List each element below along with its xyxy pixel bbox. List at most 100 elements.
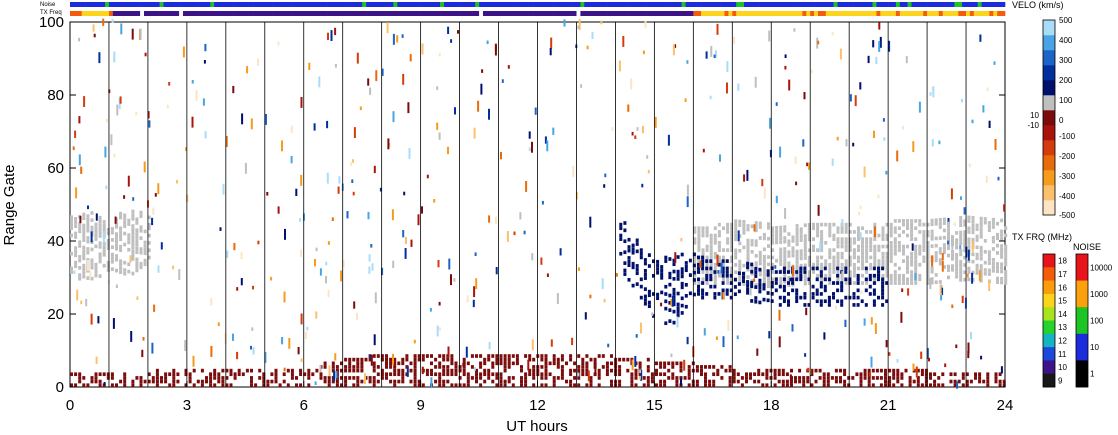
- scatter-cell: [742, 245, 746, 250]
- scatter-cell: [908, 376, 912, 380]
- noise-strip-cell: [724, 2, 729, 7]
- scatter-cell: [438, 365, 442, 369]
- scatter-cell: [528, 131, 531, 139]
- scatter-cell: [333, 370, 336, 382]
- txfreq-strip-cell: [307, 11, 312, 16]
- scatter-cell: [753, 224, 756, 232]
- scatter-cell: [746, 283, 750, 288]
- scatter-cell: [823, 284, 827, 289]
- scatter-cell: [135, 376, 139, 380]
- txfreq-strip-cell: [432, 11, 437, 16]
- scatter-cell: [647, 304, 651, 309]
- scatter-cell: [938, 258, 942, 262]
- scatter-cell: [437, 260, 440, 268]
- scatter-cell: [777, 372, 781, 377]
- scatter-cell: [971, 241, 974, 253]
- scatter-cell: [204, 43, 207, 52]
- scatter-cell: [323, 376, 327, 380]
- scatter-cell: [996, 265, 999, 270]
- noise-strip-cell: [210, 2, 215, 7]
- scatter-cell: [758, 261, 762, 266]
- scatter-cell: [910, 255, 914, 260]
- scatter-cell: [996, 269, 999, 274]
- scatter-cell: [147, 379, 151, 384]
- txfreq-strip-cell: [627, 11, 632, 16]
- scatter-cell: [102, 242, 106, 246]
- scatter-cell: [646, 365, 650, 369]
- scatter-cell: [135, 232, 139, 236]
- scatter-cell: [139, 210, 143, 215]
- scatter-cell: [693, 230, 697, 234]
- scatter-cell: [757, 368, 761, 373]
- scatter-cell: [828, 273, 832, 278]
- scatter-cell: [413, 354, 417, 358]
- scatter-cell: [644, 21, 647, 29]
- scatter-cell: [861, 281, 864, 285]
- scatter-cell: [585, 383, 589, 388]
- scatter-cell: [672, 320, 676, 325]
- x-tick-label: 9: [416, 397, 424, 414]
- scatter-cell: [405, 354, 409, 358]
- scatter-cell: [720, 262, 723, 274]
- noise-strip-cell: [502, 2, 507, 7]
- scatter-cell: [881, 255, 885, 260]
- txfreq-strip-cell: [962, 11, 967, 16]
- scatter-cell: [221, 376, 225, 380]
- scatter-cell: [844, 270, 848, 274]
- scatter-cell: [781, 368, 785, 373]
- scatter-cell: [155, 383, 159, 388]
- scatter-cell: [975, 234, 979, 239]
- scatter-cell: [499, 357, 503, 362]
- velocity-color-swatch: [1043, 35, 1055, 51]
- scatter-cell: [584, 312, 587, 320]
- scatter-cell: [779, 236, 783, 241]
- velocity-colorbar-swatches: 500400300200100100-10-100-200-300-400-50…: [1027, 16, 1075, 220]
- noise-strip-cell: [237, 2, 242, 7]
- scatter-cell: [779, 146, 782, 158]
- scatter-cell: [840, 226, 844, 231]
- scatter-cell: [996, 251, 999, 255]
- scatter-cell: [851, 376, 855, 380]
- scatter-cell: [610, 368, 613, 373]
- scatter-cell: [240, 278, 243, 286]
- scatter-cell: [732, 379, 736, 384]
- scatter-cell: [143, 240, 147, 245]
- scatter-cell: [385, 357, 388, 362]
- scatter-cell: [581, 368, 585, 373]
- scatter-cell: [642, 125, 644, 134]
- scatter-cell: [839, 368, 842, 373]
- scatter-cell: [634, 383, 638, 388]
- scatter-cell: [933, 379, 937, 384]
- scatter-cell: [979, 245, 983, 250]
- txfreq-strip-cell: [284, 11, 289, 16]
- scatter-cell: [971, 223, 975, 227]
- scatter-cell: [824, 262, 828, 267]
- scatter-cell: [726, 237, 730, 241]
- noise-strip-cell: [105, 2, 110, 7]
- scatter-cell: [110, 383, 114, 388]
- scatter-cell: [585, 365, 589, 369]
- scatter-cell: [623, 239, 627, 244]
- scatter-cell: [971, 252, 975, 257]
- scatter-cell: [663, 365, 667, 369]
- txfreq-strip-cell: [740, 11, 745, 16]
- scatter-cell: [290, 125, 293, 133]
- scatter-cell: [762, 236, 766, 241]
- scatter-cell: [618, 372, 622, 377]
- scatter-cell: [979, 224, 983, 228]
- scatter-cell: [352, 368, 356, 373]
- scatter-cell: [350, 162, 352, 166]
- scatter-cell: [352, 383, 356, 388]
- scatter-cell: [713, 226, 717, 231]
- scatter-cell: [991, 247, 995, 251]
- scatter-cell: [884, 368, 887, 373]
- txfreq-strip-cell: [977, 11, 982, 16]
- scatter-cell: [794, 156, 797, 164]
- scatter-cell: [912, 363, 915, 371]
- scatter-cell: [983, 250, 987, 254]
- scatter-cell: [871, 368, 875, 373]
- scatter-cell: [708, 379, 712, 384]
- scatter-cell: [676, 255, 680, 259]
- scatter-cell: [205, 376, 208, 380]
- scatter-cell: [356, 357, 360, 362]
